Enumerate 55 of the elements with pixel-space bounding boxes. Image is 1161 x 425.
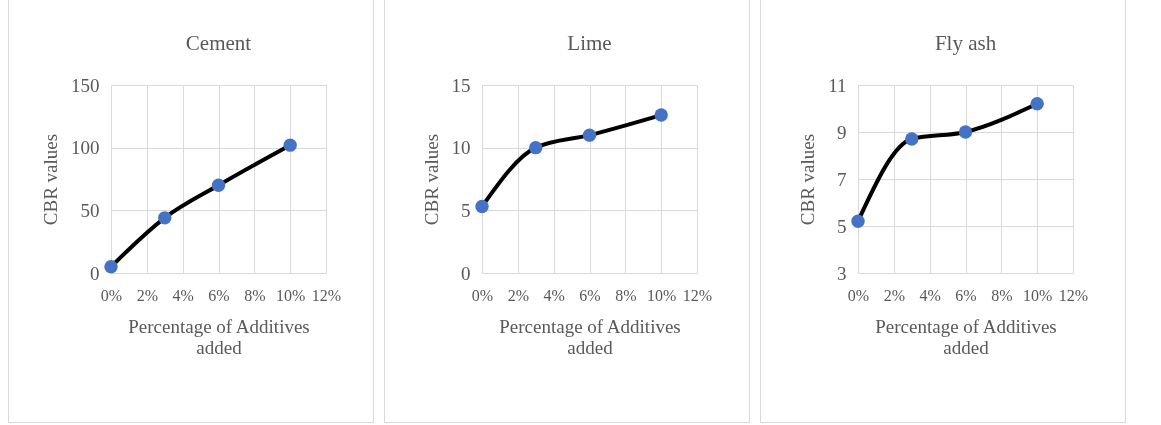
x-tick-label: 4% bbox=[919, 286, 941, 304]
y-tick-label: 100 bbox=[71, 137, 100, 159]
point bbox=[475, 199, 489, 214]
point bbox=[158, 211, 172, 225]
x-axis-title: Percentage of Additives added bbox=[128, 315, 310, 358]
x-axis-title: Percentage of Additives added bbox=[499, 315, 681, 358]
x-axis-title: Percentage of Additives added bbox=[875, 315, 1057, 358]
x-tick-label: 2% bbox=[883, 286, 905, 304]
point bbox=[851, 214, 865, 228]
chart-title: Lime bbox=[567, 31, 612, 55]
x-tick-label: 6% bbox=[208, 286, 230, 304]
x-tick-label: 0% bbox=[847, 286, 870, 304]
y-tick-label: 9 bbox=[837, 121, 847, 143]
x-tick-label: 12% bbox=[1058, 286, 1089, 304]
x-tick-label: 8% bbox=[991, 286, 1013, 304]
point bbox=[582, 128, 597, 142]
y-tick-label: 10 bbox=[451, 137, 471, 159]
x-tick-label: 6% bbox=[579, 286, 601, 304]
y-tick-label: 0 bbox=[90, 262, 100, 284]
y-tick-label: 50 bbox=[80, 199, 100, 221]
y-tick-label: 150 bbox=[71, 74, 100, 96]
y-tick-label: 5 bbox=[837, 215, 847, 237]
x-tick-label: 4% bbox=[543, 286, 565, 304]
point bbox=[958, 125, 973, 139]
chart-title: Fly ash bbox=[934, 31, 997, 55]
point bbox=[529, 140, 543, 155]
x-tick-label: 10% bbox=[276, 286, 306, 304]
x-tick-label: 10% bbox=[647, 286, 677, 304]
x-tick-label: 12% bbox=[311, 286, 342, 304]
point bbox=[104, 260, 118, 274]
point bbox=[1030, 97, 1044, 111]
x-tick-label: 8% bbox=[615, 286, 637, 304]
chart-title: Cement bbox=[185, 31, 252, 55]
x-tick-label: 8% bbox=[244, 286, 266, 304]
y-tick-label: 11 bbox=[828, 74, 847, 96]
x-tick-label: 6% bbox=[955, 286, 977, 304]
point bbox=[283, 138, 297, 152]
y-axis-title: CBR values bbox=[420, 133, 442, 226]
x-tick-label: 2% bbox=[507, 286, 529, 304]
y-axis-title: CBR values bbox=[40, 133, 61, 226]
x-tick-label: 0% bbox=[100, 286, 123, 304]
point bbox=[654, 108, 668, 122]
x-tick-label: 12% bbox=[682, 286, 713, 304]
y-tick-label: 7 bbox=[837, 168, 847, 190]
x-tick-label: 2% bbox=[136, 286, 158, 304]
y-axis-title: CBR values bbox=[797, 133, 819, 226]
y-tick-label: 5 bbox=[461, 199, 471, 221]
y-tick-label: 0 bbox=[461, 262, 471, 284]
x-tick-label: 4% bbox=[172, 286, 194, 304]
x-tick-label: 10% bbox=[1023, 286, 1053, 304]
y-tick-label: 3 bbox=[837, 262, 847, 284]
point bbox=[211, 178, 226, 192]
y-tick-label: 15 bbox=[451, 74, 471, 96]
x-tick-label: 0% bbox=[471, 286, 494, 304]
point bbox=[905, 132, 919, 146]
